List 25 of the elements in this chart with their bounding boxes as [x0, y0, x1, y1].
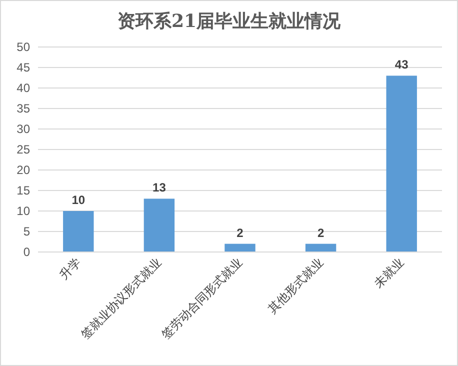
y-tick-label: 0 [23, 244, 30, 259]
x-tick-label: 升学 [56, 255, 84, 282]
x-tick-label: 其他形式就业 [265, 255, 326, 316]
y-tick-label: 40 [16, 80, 30, 95]
data-label: 43 [394, 58, 409, 72]
data-label: 13 [152, 180, 166, 195]
bar [63, 211, 94, 252]
y-tick-label: 20 [16, 162, 30, 177]
bar [144, 198, 175, 252]
y-tick-label: 15 [16, 183, 30, 198]
bar [224, 244, 256, 252]
data-label: 2 [317, 226, 324, 240]
bar [305, 244, 336, 252]
data-label: 10 [72, 193, 86, 207]
bar [386, 76, 417, 252]
y-tick-label: 25 [16, 142, 30, 156]
y-tick-label: 35 [16, 101, 30, 116]
y-tick-label: 5 [23, 224, 30, 238]
chart-title: 资环系21届毕业生就业情况 [117, 11, 342, 32]
y-tick-label: 30 [16, 122, 30, 136]
y-tick-label: 50 [16, 40, 30, 54]
y-tick-label: 10 [16, 204, 30, 218]
data-label: 2 [236, 226, 244, 240]
y-tick-label: 45 [16, 60, 30, 74]
x-tick-label: 未就业 [371, 255, 407, 291]
